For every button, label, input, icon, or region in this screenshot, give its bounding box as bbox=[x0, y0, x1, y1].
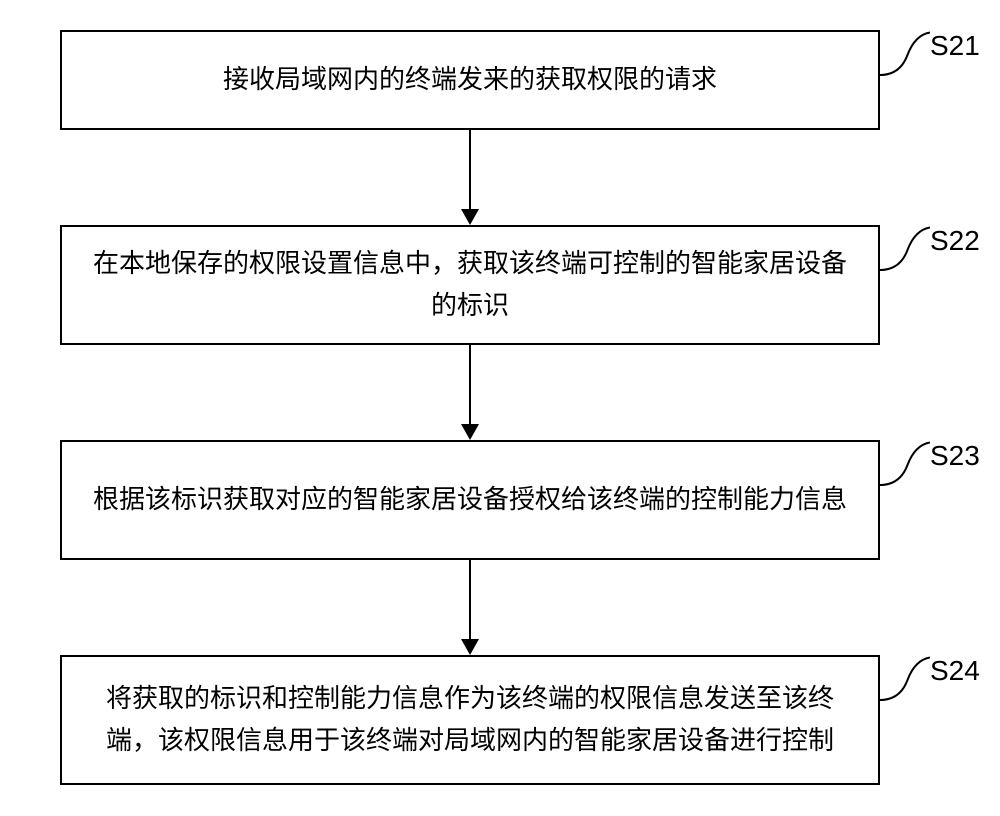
step-text-s21: 接收局域网内的终端发来的获取权限的请求 bbox=[223, 59, 717, 101]
step-box-s24: 将获取的标识和控制能力信息作为该终端的权限信息发送至该终端，该权限信息用于该终端… bbox=[60, 655, 880, 785]
step-text-s24: 将获取的标识和控制能力信息作为该终端的权限信息发送至该终端，该权限信息用于该终端… bbox=[92, 678, 848, 761]
step-connector-s22 bbox=[880, 225, 930, 275]
step-connector-s24 bbox=[880, 655, 930, 705]
step-text-s22: 在本地保存的权限设置信息中，获取该终端可控制的智能家居设备的标识 bbox=[92, 243, 848, 326]
step-box-s21: 接收局域网内的终端发来的获取权限的请求 bbox=[60, 30, 880, 130]
step-label-s22: S22 bbox=[930, 225, 980, 257]
step-box-s22: 在本地保存的权限设置信息中，获取该终端可控制的智能家居设备的标识 bbox=[60, 225, 880, 345]
step-label-s24: S24 bbox=[930, 655, 980, 687]
flowchart-canvas: 接收局域网内的终端发来的获取权限的请求 S21 在本地保存的权限设置信息中，获取该终… bbox=[0, 0, 1000, 816]
arrow-s21-s22 bbox=[455, 130, 485, 225]
step-label-s23: S23 bbox=[930, 440, 980, 472]
arrow-s22-s23 bbox=[455, 345, 485, 440]
step-text-s23: 根据该标识获取对应的智能家居设备授权给该终端的控制能力信息 bbox=[93, 479, 847, 521]
step-connector-s21 bbox=[880, 30, 930, 80]
arrow-s23-s24 bbox=[455, 560, 485, 655]
step-box-s23: 根据该标识获取对应的智能家居设备授权给该终端的控制能力信息 bbox=[60, 440, 880, 560]
step-connector-s23 bbox=[880, 440, 930, 490]
step-label-s21: S21 bbox=[930, 30, 980, 62]
